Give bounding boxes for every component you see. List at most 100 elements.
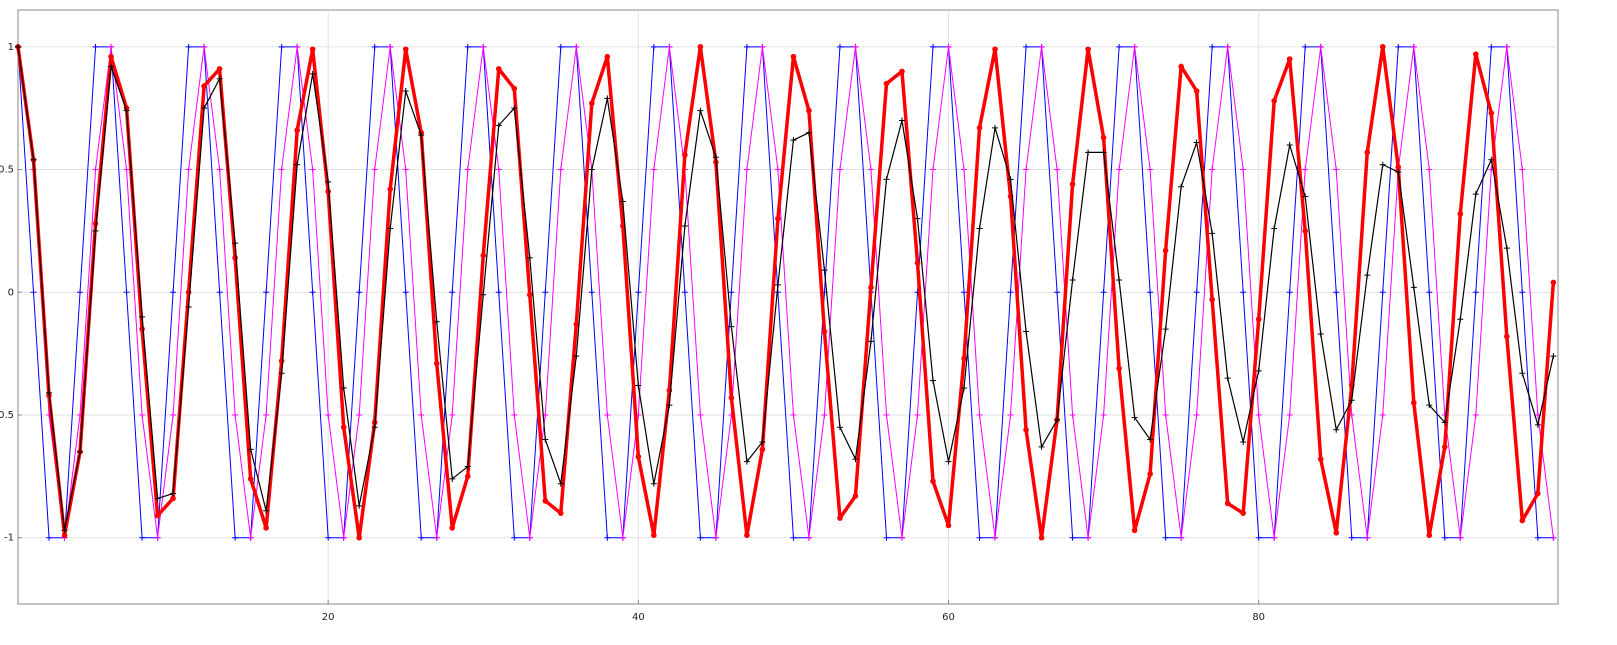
point — [883, 412, 890, 418]
point — [1255, 534, 1262, 541]
point — [433, 318, 440, 325]
point — [371, 43, 378, 50]
point — [806, 107, 812, 114]
point — [170, 289, 177, 296]
point — [1302, 166, 1309, 173]
point — [278, 370, 285, 377]
point — [480, 43, 487, 50]
point — [945, 43, 952, 50]
point — [1426, 289, 1433, 296]
point — [557, 480, 564, 487]
point — [232, 412, 239, 418]
point — [1317, 456, 1324, 462]
point — [1224, 375, 1231, 382]
point — [1147, 436, 1154, 443]
point — [774, 166, 781, 173]
point — [557, 43, 564, 50]
point — [1054, 166, 1061, 173]
point — [1147, 471, 1153, 477]
point — [1147, 166, 1154, 173]
point — [294, 43, 301, 50]
point — [1395, 43, 1402, 50]
point — [743, 43, 750, 50]
point — [759, 446, 766, 453]
point — [123, 289, 130, 296]
series-line — [17, 46, 1554, 531]
y-tick-label: 0 — [8, 287, 14, 298]
point — [1193, 139, 1200, 146]
point — [1504, 333, 1510, 340]
point — [1426, 166, 1433, 173]
point — [681, 289, 688, 296]
point — [1162, 326, 1169, 333]
point — [263, 289, 270, 296]
point — [728, 395, 735, 401]
point — [139, 412, 146, 418]
point — [619, 534, 626, 541]
point — [1069, 181, 1076, 188]
point — [61, 532, 68, 539]
point — [1023, 43, 1030, 50]
point — [790, 137, 797, 144]
point — [1162, 534, 1169, 541]
point — [573, 321, 580, 327]
point — [1472, 191, 1479, 198]
point — [77, 448, 84, 455]
point — [821, 267, 828, 274]
point — [619, 198, 626, 205]
point — [774, 281, 781, 288]
point — [914, 412, 921, 418]
point — [1209, 166, 1216, 173]
point — [1224, 500, 1231, 507]
point — [790, 534, 797, 541]
point — [1550, 534, 1557, 541]
point — [1147, 289, 1154, 296]
point — [1085, 534, 1092, 541]
point — [108, 63, 115, 70]
point — [201, 43, 208, 50]
point — [930, 478, 936, 485]
point — [1379, 289, 1386, 296]
point — [666, 402, 673, 409]
point — [356, 412, 363, 418]
point — [1410, 284, 1417, 291]
point — [170, 412, 177, 418]
point — [402, 289, 409, 296]
point — [263, 525, 269, 531]
point — [976, 125, 983, 131]
point — [697, 412, 704, 418]
point — [836, 424, 843, 431]
point — [371, 166, 378, 173]
point — [1085, 149, 1092, 156]
point — [604, 412, 611, 418]
point — [340, 385, 347, 391]
point — [837, 515, 843, 521]
point — [1333, 530, 1340, 536]
point — [495, 166, 502, 173]
point — [170, 490, 177, 497]
point — [325, 412, 332, 418]
point — [682, 152, 688, 158]
point — [402, 46, 409, 53]
point — [449, 289, 456, 296]
point — [511, 412, 518, 418]
point — [1038, 443, 1045, 450]
point — [511, 85, 518, 92]
point — [1333, 166, 1340, 173]
point — [728, 323, 735, 330]
point — [1488, 110, 1495, 116]
point — [92, 43, 99, 50]
point — [744, 532, 750, 539]
point — [1007, 176, 1014, 183]
point — [697, 107, 704, 114]
point — [992, 534, 999, 541]
point — [1131, 43, 1138, 50]
x-tick-label: 20 — [322, 612, 335, 623]
point — [92, 166, 99, 173]
point — [511, 534, 518, 541]
point — [464, 463, 471, 470]
point — [743, 166, 750, 173]
point — [1054, 289, 1061, 296]
point — [945, 522, 952, 529]
point — [1007, 289, 1014, 296]
